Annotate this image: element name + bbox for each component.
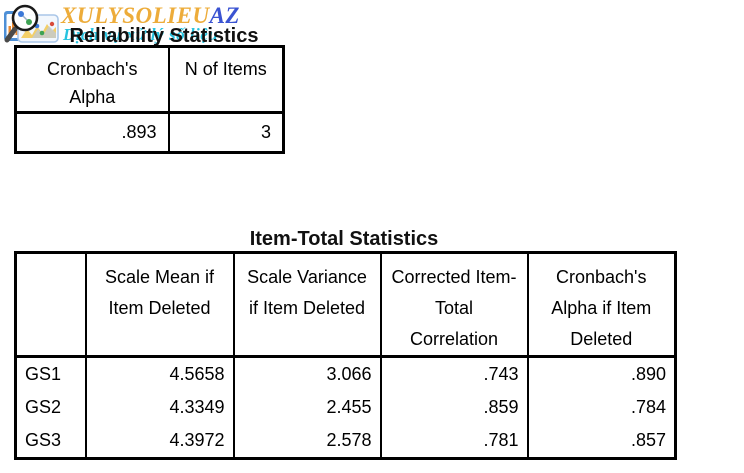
column-header-scale-mean: Scale Mean if Item Deleted — [85, 252, 235, 358]
table-header-row: Cronbach's Alpha N of Items — [15, 46, 284, 114]
column-header-scale-variance: Scale Variance if Item Deleted — [233, 252, 382, 358]
column-header-n-of-items: N of Items — [168, 46, 284, 114]
reliability-table-title: Reliability Statistics — [69, 25, 259, 47]
column-header-cronbachs-alpha: Cronbach's Alpha — [15, 46, 170, 114]
scale-mean-value: 4.3349 — [85, 390, 235, 425]
scale-mean-value: 4.3972 — [85, 424, 235, 459]
row-label: GS3 — [15, 424, 87, 459]
alpha-if-deleted-value: .890 — [630, 363, 666, 384]
item-total-table-title: Item-Total Statistics — [249, 228, 439, 250]
reliability-statistics-table: Cronbach's Alpha N of Items .893 3 — [14, 45, 285, 154]
scale-mean-value: 4.5658 — [85, 356, 235, 391]
brand-text-suffix: AZ — [209, 3, 240, 28]
brand-text-main: XULYSOLIEU — [61, 3, 210, 28]
column-header-corrected-item-total: Corrected Item- Total Correlation — [380, 252, 529, 358]
table-header-row: Scale Mean if Item Deleted Scale Varianc… — [15, 252, 676, 358]
scale-variance-value: 2.578 — [233, 424, 382, 459]
scale-variance-value: 2.455 — [233, 390, 382, 425]
row-label: GS1 — [15, 356, 87, 391]
alpha-if-deleted-value: .784 — [630, 397, 666, 417]
watermark-tagline: Dịch vụ xử lý số liệu — [63, 25, 219, 44]
table-row-gs3: GS3 4.3972 2.578 .781 .857 — [15, 424, 676, 459]
table-row-gs2: GS2 4.3349 2.455 .859 .784 — [15, 390, 676, 425]
magnifier-analytics-logo-icon — [4, 4, 59, 43]
row-label: GS2 — [15, 390, 87, 425]
alpha-if-deleted-value: .857 — [630, 430, 666, 451]
corrected-item-total-value: .743 — [380, 356, 529, 391]
n-of-items-value: 3 — [260, 122, 271, 142]
table-row: .893 3 — [15, 112, 284, 153]
watermark-brand: XULYSOLIEUAZ — [61, 3, 240, 29]
column-header-cronbachs-alpha-if-deleted: Cronbach's Alpha if Item Deleted — [527, 252, 676, 358]
corrected-item-total-value: .781 — [380, 424, 529, 459]
item-total-statistics-table: Scale Mean if Item Deleted Scale Varianc… — [14, 251, 677, 460]
scale-variance-value: 3.066 — [233, 356, 382, 391]
corrected-item-total-value: .859 — [380, 390, 529, 425]
column-header-empty — [15, 252, 87, 358]
table-row-gs1: GS1 4.5658 3.066 .743 .890 — [15, 356, 676, 391]
cronbachs-alpha-value: .893 — [15, 112, 170, 153]
